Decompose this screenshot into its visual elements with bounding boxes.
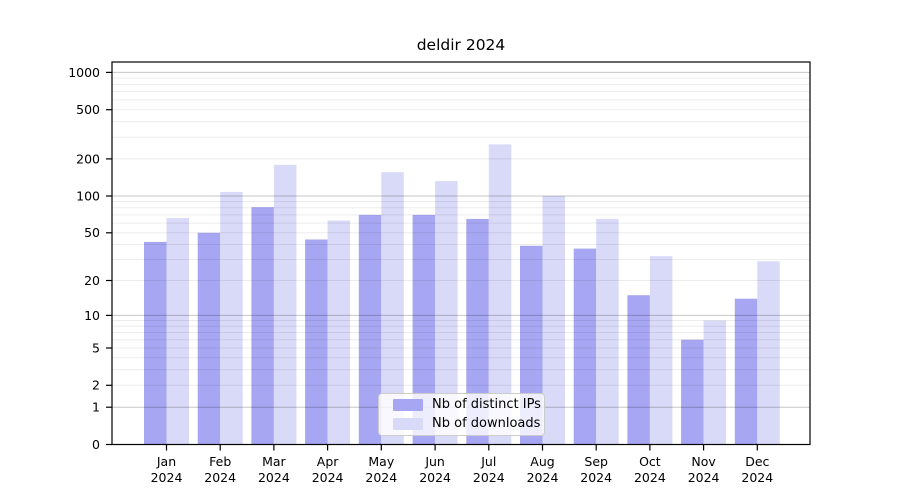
x-tick-label-month: Jul	[480, 454, 496, 469]
x-tick-label-year: 2024	[204, 470, 236, 485]
bar-distinct-ips-nov	[681, 339, 704, 445]
x-tick-label-year: 2024	[580, 470, 612, 485]
x-tick-label-month: Apr	[317, 454, 339, 469]
y-tick-label: 5	[92, 340, 100, 355]
x-tick-label-year: 2024	[151, 470, 183, 485]
bar-distinct-ips-may	[358, 214, 382, 445]
x-tick-label-year: 2024	[312, 470, 344, 485]
legend-swatch-distinct-ips	[393, 399, 423, 411]
x-tick-label-month: Mar	[262, 454, 286, 469]
legend-swatch-downloads	[393, 418, 423, 430]
bar-distinct-ips-mar	[251, 207, 274, 445]
x-tick-label-month: Oct	[639, 454, 661, 469]
y-tick-label: 0	[92, 437, 100, 452]
legend-label-downloads: Nb of downloads	[432, 416, 541, 431]
x-tick-label-month: Jan	[156, 454, 176, 469]
x-tick-label-year: 2024	[365, 470, 397, 485]
y-tick-label: 50	[84, 225, 100, 240]
x-tick-label-year: 2024	[473, 470, 505, 485]
bar-downloads-may	[381, 172, 404, 445]
bar-distinct-ips-oct	[627, 295, 650, 445]
x-tick-label-month: May	[368, 454, 394, 469]
bar-downloads-oct	[649, 256, 673, 445]
bar-downloads-dec	[757, 261, 780, 445]
x-tick-label-year: 2024	[527, 470, 559, 485]
y-tick-label: 1000	[68, 65, 100, 80]
x-tick-label-month: Nov	[691, 454, 716, 469]
x-tick-label-month: Sep	[584, 454, 608, 469]
y-tick-label: 500	[76, 102, 100, 117]
x-tick-label-month: Feb	[209, 454, 231, 469]
bar-downloads-jan	[166, 218, 189, 445]
bar-downloads-mar	[273, 164, 297, 445]
bar-distinct-ips-dec	[734, 298, 758, 445]
y-tick-label: 10	[84, 308, 100, 323]
x-tick-label-month: Dec	[745, 454, 769, 469]
bar-distinct-ips-jun	[412, 214, 436, 445]
x-tick-label-year: 2024	[258, 470, 290, 485]
bar-downloads-feb	[220, 191, 243, 445]
bar-distinct-ips-apr	[305, 239, 328, 445]
bar-downloads-aug	[542, 196, 565, 445]
x-tick-label-year: 2024	[634, 470, 666, 485]
y-tick-label: 1	[92, 400, 100, 415]
legend-entry-downloads: Nb of downloads	[393, 416, 544, 432]
y-tick-label: 20	[84, 273, 100, 288]
bar-distinct-ips-jul	[466, 218, 489, 445]
bar-distinct-ips-sep	[573, 248, 597, 445]
legend-label-distinct-ips: Nb of distinct IPs	[432, 397, 541, 412]
bar-downloads-sep	[596, 218, 619, 445]
x-tick-label-month: Jun	[424, 454, 445, 469]
legend: Nb of distinct IPs Nb of downloads	[378, 393, 545, 436]
bar-downloads-jun	[435, 181, 458, 445]
x-tick-label-year: 2024	[688, 470, 720, 485]
bar-downloads-apr	[327, 220, 351, 445]
x-tick-label-year: 2024	[741, 470, 773, 485]
bar-distinct-ips-jan	[144, 241, 167, 445]
legend-entry-distinct-ips: Nb of distinct IPs	[393, 397, 544, 413]
x-tick-label-year: 2024	[419, 470, 451, 485]
y-tick-label: 200	[76, 151, 100, 166]
y-tick-label: 100	[76, 188, 100, 203]
y-tick-label: 2	[92, 378, 100, 393]
x-tick-label-month: Aug	[530, 454, 554, 469]
bar-downloads-nov	[703, 320, 727, 445]
bar-distinct-ips-feb	[197, 232, 221, 445]
plot-frame	[111, 61, 811, 446]
bar-downloads-jul	[488, 144, 512, 445]
chart-title: deldir 2024	[416, 36, 506, 54]
